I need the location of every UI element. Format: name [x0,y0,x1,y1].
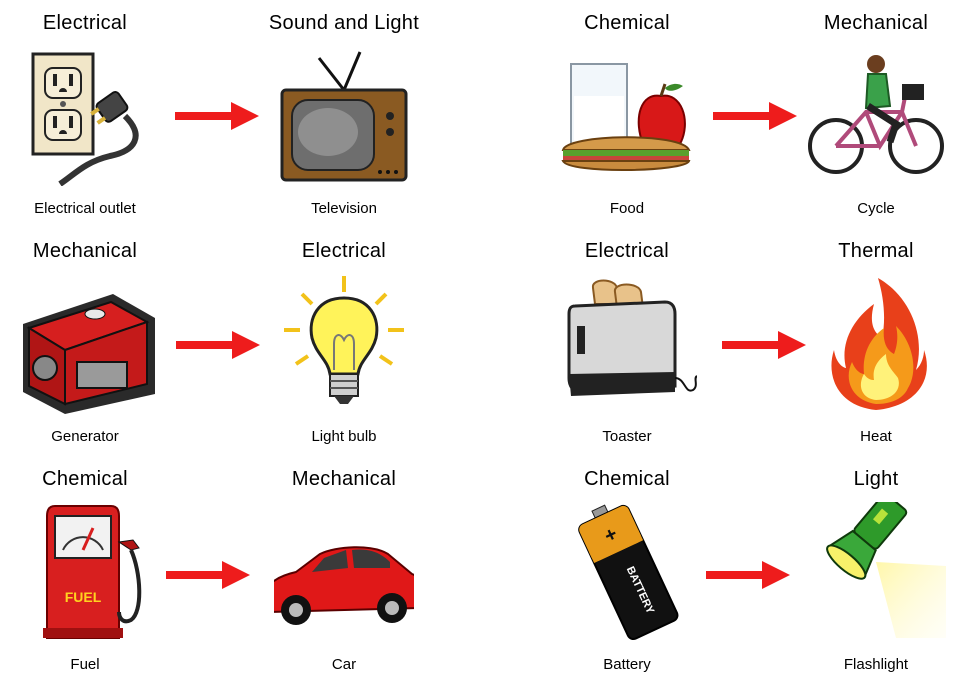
object-caption: Car [331,656,357,673]
energy-heading: Chemical [42,468,128,490]
electrical-outlet-icon [31,52,139,186]
energy-heading: Electrical [301,240,387,262]
object-caption: Generator [51,428,119,445]
fire-icon [831,278,927,410]
object-caption: Fuel [70,656,100,673]
toaster-icon [567,279,697,396]
television-icon [280,51,408,182]
flashlight-icon [826,502,946,638]
generator-icon [23,294,155,414]
transform-arrow [176,331,260,359]
energy-heading: Electrical [584,240,670,262]
energy-heading: Light [853,468,899,490]
energy-heading: Electrical [42,12,128,34]
transform-arrow [713,102,797,130]
transform-arrow [722,331,806,359]
object-caption: Cycle [857,200,895,217]
television-cell: Sound and Light Television [244,12,444,222]
object-caption: Electrical outlet [34,200,136,217]
fuel-cell: Chemical FUEL Fuel [0,468,185,678]
energy-heading: Chemical [584,468,670,490]
generator-cell: Mechanical Generator [0,240,185,450]
object-caption: Television [311,200,377,217]
energy-heading: Mechanical [32,240,138,262]
bicycle-icon [808,55,944,174]
battery-cell: Chemical + BATTERY Battery [527,468,727,678]
object-caption: Heat [860,428,892,445]
object-caption: Light bulb [311,428,377,445]
flashlight-cell: Light Flashlight [776,468,965,678]
light-bulb-icon [284,276,404,404]
object-caption: Toaster [602,428,652,445]
toaster-cell: Electrical Toaster [527,240,727,450]
fuel-label: FUEL [65,589,102,605]
electrical-outlet-cell: Electrical Electrical outlet [0,12,185,222]
cycle-cell: Mechanical Cycle [776,12,965,222]
battery-icon: + BATTERY [578,504,679,641]
object-caption: Food [609,200,645,217]
food-cell: Chemical Food [527,12,727,222]
transform-arrow [166,561,250,589]
car-icon [274,546,414,625]
heat-cell: Thermal Heat [776,240,965,450]
energy-heading: Mechanical [291,468,397,490]
energy-heading: Sound and Light [268,12,420,34]
object-caption: Battery [603,656,651,673]
energy-heading: Mechanical [823,12,929,34]
energy-heading: Thermal [838,240,914,262]
energy-heading: Chemical [584,12,670,34]
light-bulb-cell: Electrical Light bulb [244,240,444,450]
fuel-pump-icon: FUEL [43,505,142,639]
car-cell: Mechanical Car [244,468,444,678]
object-caption: Flashlight [843,656,909,673]
food-icon [561,63,691,171]
transform-arrow [175,102,259,130]
transform-arrow [706,561,790,589]
